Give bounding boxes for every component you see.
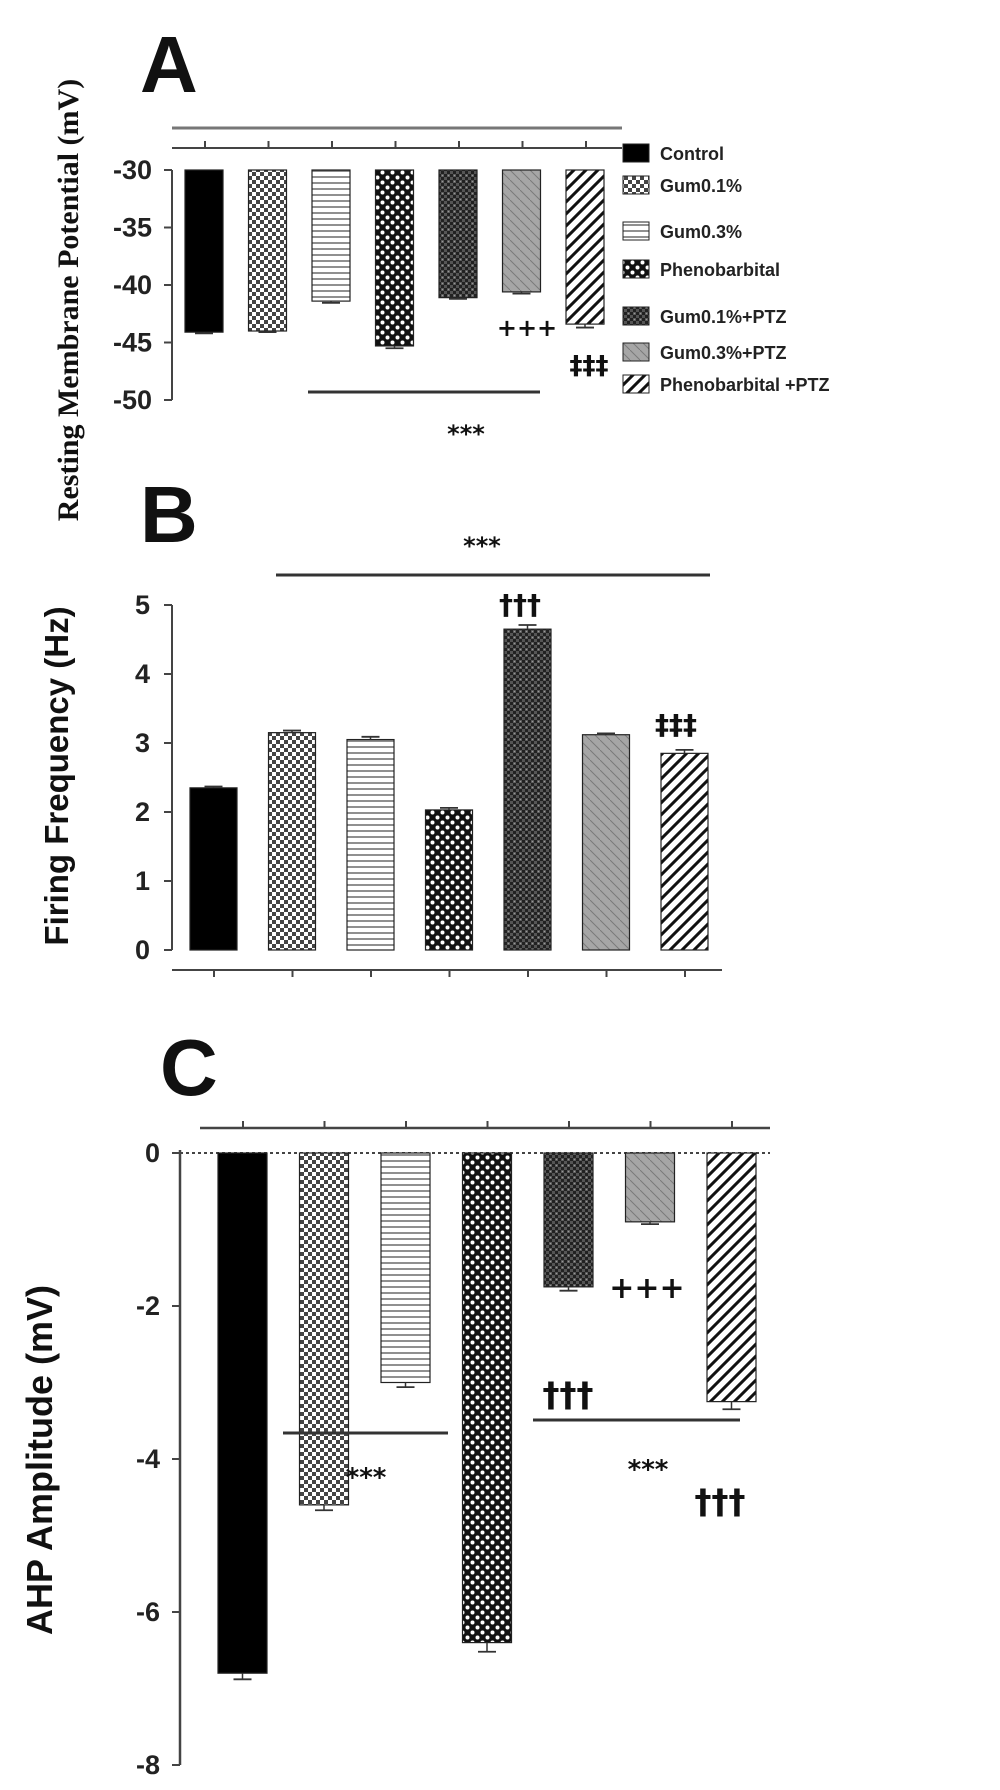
bar [503, 628, 552, 951]
legend-swatch [622, 175, 650, 195]
y-tick-label: 3 [135, 728, 150, 758]
legend-label: Gum0.1%+PTZ [660, 307, 787, 327]
significance-marker: *** [447, 420, 485, 448]
panel-b: B 0 1 2 3 4 5 ††† ‡‡‡ *** Firing Frequency (Hz) [38, 470, 722, 977]
y-axis-ticks: 0 -2 -4 -6 -8 [136, 1138, 180, 1780]
y-tick-label: -4 [136, 1444, 160, 1474]
bar [217, 1152, 268, 1674]
significance-marker: *** [628, 1455, 669, 1485]
bars [189, 624, 709, 951]
y-tick-label: -50 [113, 385, 152, 415]
y-tick-label: -8 [136, 1750, 160, 1780]
bar [298, 1152, 350, 1506]
significance-marker: ††† [543, 1375, 594, 1415]
y-tick-label: -35 [113, 213, 152, 243]
significance-annotations: +++ ‡‡‡ *** [308, 314, 609, 448]
legend-swatch [622, 259, 650, 279]
bar [247, 169, 288, 332]
significance-marker: *** [463, 532, 501, 560]
bar [311, 169, 351, 302]
y-tick-label: 0 [145, 1138, 160, 1168]
bar [706, 1152, 757, 1403]
y-tick-label: -2 [136, 1291, 160, 1321]
y-axis-label: Firing Frequency (Hz) [38, 606, 75, 945]
y-tick-label: -40 [113, 270, 152, 300]
legend-label: Gum0.3% [660, 222, 742, 242]
significance-marker: ††† [499, 588, 541, 621]
significance-marker: +++ [609, 1271, 684, 1306]
panel-letter-a: A [140, 20, 198, 109]
bar [267, 732, 317, 951]
panel-letter-c: C [160, 1023, 218, 1112]
bar [424, 809, 474, 951]
y-tick-label: 0 [135, 935, 150, 965]
y-tick-label: 2 [135, 797, 150, 827]
significance-marker: ‡‡‡ [570, 351, 609, 381]
legend: Control Gum0.1% Gum0.3% Phenobarbital Gum0.1… [622, 143, 830, 395]
y-tick-label: 4 [135, 659, 150, 689]
panel-letter-b: B [140, 470, 198, 559]
bar [565, 169, 605, 325]
bar [461, 1152, 513, 1644]
bar [184, 169, 224, 333]
bar [624, 1152, 676, 1223]
legend-label: Phenobarbital [660, 260, 780, 280]
y-tick-label: -6 [136, 1597, 160, 1627]
y-tick-label: 1 [135, 866, 150, 896]
legend-label: Control [660, 144, 724, 164]
legend-swatch [622, 221, 650, 241]
significance-annotations: ††† +++ ††† *** *** [283, 1271, 746, 1522]
legend-swatch [622, 374, 650, 394]
y-axis-label: Resting Membrane Potential (mV) [52, 79, 85, 521]
x-axis-ticks [213, 970, 686, 977]
bars [217, 1152, 757, 1681]
bars [184, 169, 605, 350]
significance-marker: *** [346, 1463, 387, 1493]
x-axis-ticks [242, 1121, 733, 1128]
bar [438, 169, 478, 299]
x-axis-ticks [204, 141, 587, 148]
y-axis-ticks: 0 1 2 3 4 5 [135, 590, 172, 965]
y-tick-label: -30 [113, 155, 152, 185]
bar [189, 787, 238, 951]
bar [660, 752, 709, 951]
y-axis-ticks: -30 -35 -40 -45 -50 [113, 155, 172, 415]
bar [543, 1152, 594, 1288]
legend-swatch [622, 342, 650, 362]
bar [380, 1152, 431, 1384]
legend-swatch [622, 143, 650, 163]
legend-swatch [622, 306, 650, 326]
bar [374, 169, 415, 347]
y-tick-label: -45 [113, 328, 152, 358]
bar [581, 734, 631, 951]
significance-marker: +++ [497, 314, 557, 342]
significance-marker: ‡‡‡ [655, 708, 697, 741]
panel-c: C 0 -2 -4 -6 -8 ††† +++ ††† *** *** AHP Amplitud… [19, 1023, 770, 1780]
legend-label: Gum0.3%+PTZ [660, 343, 787, 363]
significance-marker: ††† [695, 1482, 746, 1522]
legend-label: Phenobarbital +PTZ [660, 375, 830, 395]
significance-annotations: ††† ‡‡‡ *** [276, 532, 710, 741]
bar [501, 169, 542, 293]
bar [346, 738, 395, 951]
panel-a: A -30 -35 -40 -45 -50 +++ ‡‡‡ *** Resting Memb… [52, 20, 830, 521]
legend-label: Gum0.1% [660, 176, 742, 196]
y-tick-label: 5 [135, 590, 150, 620]
y-axis-label: AHP Amplitude (mV) [19, 1285, 60, 1635]
